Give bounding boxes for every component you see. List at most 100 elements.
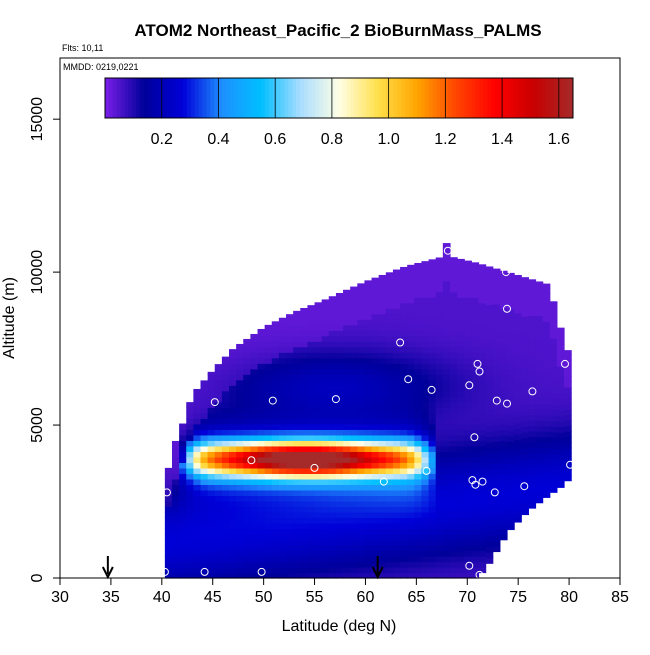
heatmap-cell [478, 280, 487, 287]
heatmap-cell [193, 396, 202, 403]
heatmap-cell [371, 423, 380, 430]
heatmap-cell [549, 393, 558, 400]
heatmap-cell [293, 522, 301, 530]
heatmap-cell [428, 291, 437, 298]
heatmap-cell [193, 401, 202, 408]
heatmap-cell [392, 572, 401, 579]
heatmap-cell [378, 412, 387, 419]
heatmap-cell [257, 539, 266, 546]
heatmap-cell [385, 566, 394, 574]
heatmap-cell [350, 555, 358, 563]
heatmap-cell [357, 456, 366, 463]
heatmap-cell [286, 473, 294, 480]
heatmap-cell [236, 544, 244, 552]
heatmap-cell [314, 506, 323, 513]
heatmap-cell [542, 365, 551, 372]
heatmap-cell [236, 390, 244, 397]
heatmap-cell [207, 517, 216, 524]
colorbar-segment [522, 78, 527, 118]
heatmap-cell [471, 522, 480, 530]
heatmap-cell [293, 511, 301, 519]
heatmap-cell [499, 429, 508, 436]
colorbar-segment [378, 78, 383, 118]
heatmap-cell [214, 555, 223, 563]
heatmap-cell [378, 374, 387, 381]
heatmap-cell [343, 313, 351, 320]
sample-point [475, 367, 484, 376]
heatmap-cell [392, 500, 401, 508]
heatmap-cell [300, 363, 309, 370]
heatmap-cell [556, 454, 565, 461]
heatmap-cell [506, 463, 515, 470]
heatmap-cell [442, 467, 451, 474]
heatmap-cell [464, 335, 472, 342]
heatmap-cell [264, 374, 273, 381]
heatmap-cell [207, 440, 216, 447]
heatmap-cell [506, 298, 515, 305]
heatmap-cell [442, 269, 451, 276]
heatmap-cell [407, 297, 415, 304]
heatmap-cell [314, 489, 323, 497]
heatmap-cell [457, 533, 465, 541]
heatmap-cell [521, 470, 529, 477]
heatmap-cell [335, 429, 344, 436]
heatmap-cell [478, 368, 487, 375]
heatmap-cell [207, 451, 216, 458]
heatmap-cell [335, 357, 344, 364]
heatmap-cell [421, 506, 430, 513]
heatmap-cell [385, 528, 394, 535]
heatmap-cell [528, 315, 537, 322]
colorbar-segment [202, 78, 207, 118]
heatmap-cell [236, 462, 244, 469]
heatmap-cell [250, 396, 259, 403]
heatmap-cell [257, 328, 266, 331]
heatmap-cell [236, 495, 244, 502]
heatmap-cell [214, 374, 223, 381]
heatmap-cell [478, 286, 487, 293]
heatmap-cell [300, 561, 309, 568]
heatmap-cell [485, 436, 494, 443]
heatmap-cell [414, 308, 423, 315]
heatmap-cell [407, 451, 415, 458]
heatmap-cell [314, 368, 323, 375]
heatmap-cell [400, 517, 408, 524]
heatmap-cell [457, 462, 465, 469]
heatmap-cell [364, 423, 373, 430]
heatmap-cell [271, 423, 280, 430]
heatmap-cell [435, 379, 444, 386]
heatmap-cell [506, 435, 515, 442]
heatmap-cell [343, 550, 351, 557]
heatmap-cell [392, 275, 401, 282]
heatmap-cell [307, 528, 316, 535]
heatmap-cell [414, 506, 423, 513]
heatmap-cell [193, 456, 202, 463]
heatmap-cell [371, 357, 380, 364]
heatmap-cell [221, 561, 230, 568]
colorbar-segment [389, 78, 395, 118]
colorbar-segment [327, 78, 332, 118]
heatmap-cell [457, 390, 465, 397]
heatmap-cell [556, 443, 565, 450]
heatmap-cell [485, 370, 494, 377]
heatmap-cell [528, 279, 537, 283]
heatmap-cell [335, 418, 344, 425]
heatmap-cell [364, 495, 373, 502]
heatmap-cell [407, 385, 415, 392]
heatmap-cell [528, 298, 537, 305]
heatmap-cell [535, 464, 544, 471]
heatmap-cell [293, 440, 301, 447]
heatmap-cell [293, 324, 301, 331]
heatmap-cell [229, 484, 237, 491]
heatmap-cell [357, 566, 366, 574]
heatmap-cell [400, 266, 408, 271]
heatmap-cell [307, 484, 316, 491]
heatmap-cell [229, 440, 237, 447]
heatmap-cell [392, 539, 401, 546]
heatmap-cell [271, 517, 280, 524]
heatmap-cell [264, 423, 273, 430]
heatmap-cell [264, 484, 273, 491]
heatmap-cell [293, 566, 301, 574]
heatmap-cell [457, 511, 465, 519]
heatmap-cell [179, 445, 187, 452]
heatmap-cell [350, 412, 358, 419]
